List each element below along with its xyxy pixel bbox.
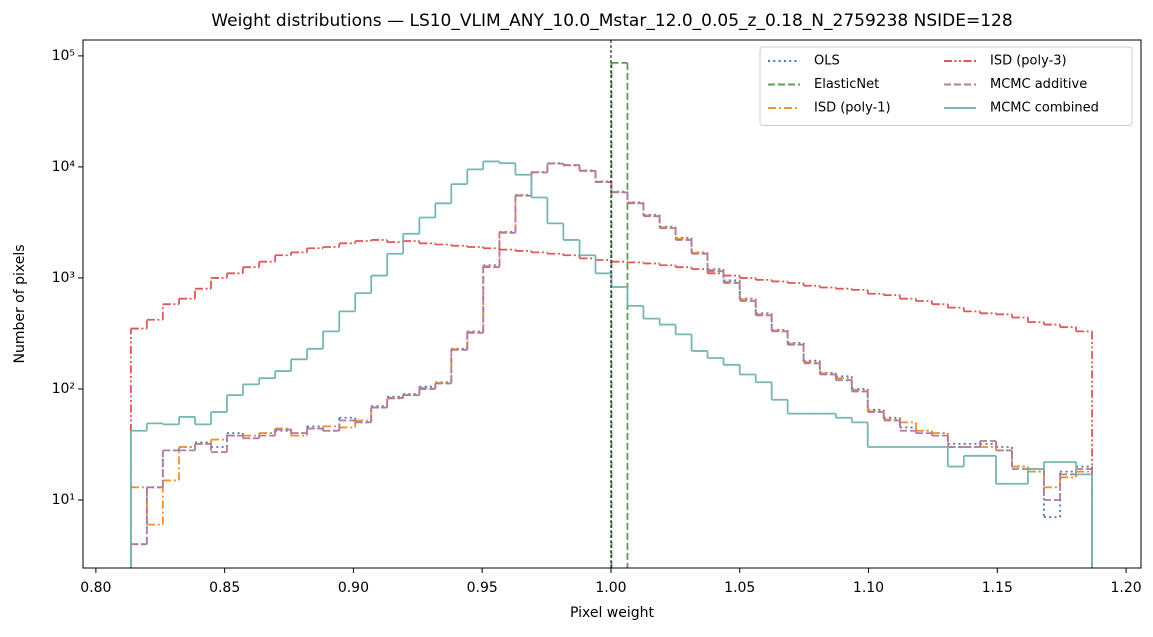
legend-box — [759, 46, 1133, 126]
x-tick-label: 1.10 — [853, 580, 884, 596]
x-tick-label: 0.85 — [209, 580, 240, 596]
x-tick-label: 0.80 — [80, 580, 111, 596]
y-tick-label: 10⁴ — [52, 159, 76, 175]
y-tick-label: 10¹ — [52, 492, 75, 508]
legend-label: ElasticNet — [814, 77, 879, 92]
x-tick-label: 1.15 — [982, 580, 1013, 596]
x-tick-label: 1.05 — [724, 580, 755, 596]
series — [130, 239, 1093, 568]
x-tick-label: 1.00 — [595, 580, 626, 596]
x-tick-label: 1.20 — [1110, 580, 1141, 596]
x-tick-label: 0.95 — [467, 580, 498, 596]
legend-label: OLS — [814, 54, 840, 69]
x-tick-label: 0.90 — [338, 580, 369, 596]
legend-label: MCMC additive — [990, 77, 1087, 92]
legend: OLS ElasticNet ISD (poly-1) ISD (poly-3) MCM… — [759, 46, 1133, 126]
legend-label: ISD (poly-3) — [990, 54, 1067, 69]
series — [610, 61, 629, 568]
legend-label: ISD (poly-1) — [814, 101, 891, 116]
axes: 0.80 0.85 0.90 0.95 1.00 1.05 1.10 1.15 1.20 10¹ 1… — [52, 48, 1142, 596]
x-axis-label: Pixel weight — [570, 605, 655, 621]
y-tick-label: 10² — [52, 381, 75, 397]
series — [130, 162, 1093, 568]
plot-area — [130, 40, 1093, 568]
y-tick-label: 10⁵ — [52, 48, 75, 64]
y-tick-label: 10³ — [52, 270, 75, 286]
plot-frame — [82, 39, 1142, 569]
legend-label: MCMC combined — [990, 101, 1099, 116]
chart-title: Weight distributions — LS10_VLIM_ANY_10.… — [211, 11, 1012, 31]
series — [130, 160, 1093, 568]
y-axis-label: Number of pixels — [12, 244, 28, 363]
